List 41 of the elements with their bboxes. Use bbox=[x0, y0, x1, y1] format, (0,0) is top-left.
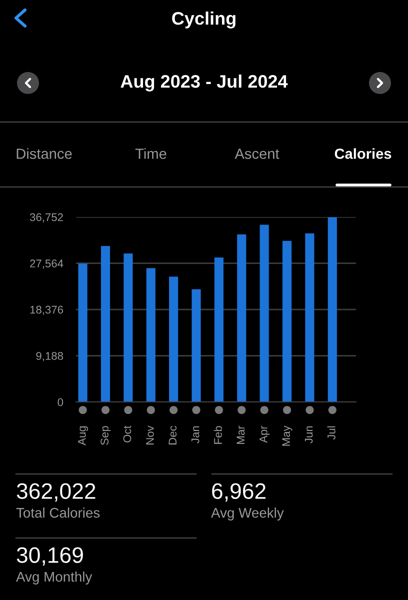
bar bbox=[260, 224, 269, 402]
x-tick-label: Aug bbox=[78, 426, 88, 446]
bar bbox=[124, 254, 133, 402]
x-tick-label: Feb bbox=[214, 426, 222, 444]
y-tick-label: 36,752 bbox=[30, 213, 63, 222]
bar bbox=[282, 240, 292, 402]
y-tick-label: 9,188 bbox=[36, 352, 64, 362]
x-tick-label: Jun bbox=[304, 426, 313, 444]
text: 30,169 bbox=[16, 547, 83, 566]
text: 362,022 bbox=[16, 483, 96, 502]
bar bbox=[192, 289, 201, 402]
bar bbox=[100, 246, 110, 402]
bar bbox=[78, 264, 88, 402]
chart-title: Cycling bbox=[172, 12, 236, 28]
bar bbox=[328, 217, 337, 402]
text: Ascent bbox=[234, 148, 280, 159]
bar bbox=[214, 258, 224, 402]
bar bbox=[146, 268, 156, 402]
x-tick-label: Mar bbox=[236, 426, 245, 444]
text: Calories bbox=[334, 148, 392, 159]
x-tick-label: Dec bbox=[168, 426, 177, 444]
bar bbox=[169, 276, 178, 402]
text: Avg Weekly bbox=[211, 508, 284, 520]
text: Avg Monthly bbox=[16, 572, 92, 584]
x-tick-label: Apr bbox=[260, 426, 270, 443]
text: Distance bbox=[16, 148, 72, 159]
x-tick-label: Nov bbox=[146, 426, 154, 444]
x-tick-label: Jul bbox=[327, 426, 336, 440]
text: Total Calories bbox=[16, 508, 100, 518]
y-tick-label: 27,564 bbox=[30, 260, 64, 269]
text: Time bbox=[135, 148, 166, 159]
chart-subtitle: Aug 2023 - Jul 2024 bbox=[120, 74, 288, 92]
y-tick-label: 0 bbox=[58, 398, 64, 406]
text: 6,962 bbox=[212, 483, 266, 502]
x-tick-label: Sep bbox=[100, 426, 111, 445]
x-tick-label: Oct bbox=[123, 426, 132, 442]
bar bbox=[237, 234, 246, 402]
x-tick-label: May bbox=[282, 426, 292, 446]
bar bbox=[305, 233, 314, 402]
x-tick-label: Jan bbox=[191, 426, 200, 444]
y-tick-label: 18,376 bbox=[30, 306, 64, 315]
